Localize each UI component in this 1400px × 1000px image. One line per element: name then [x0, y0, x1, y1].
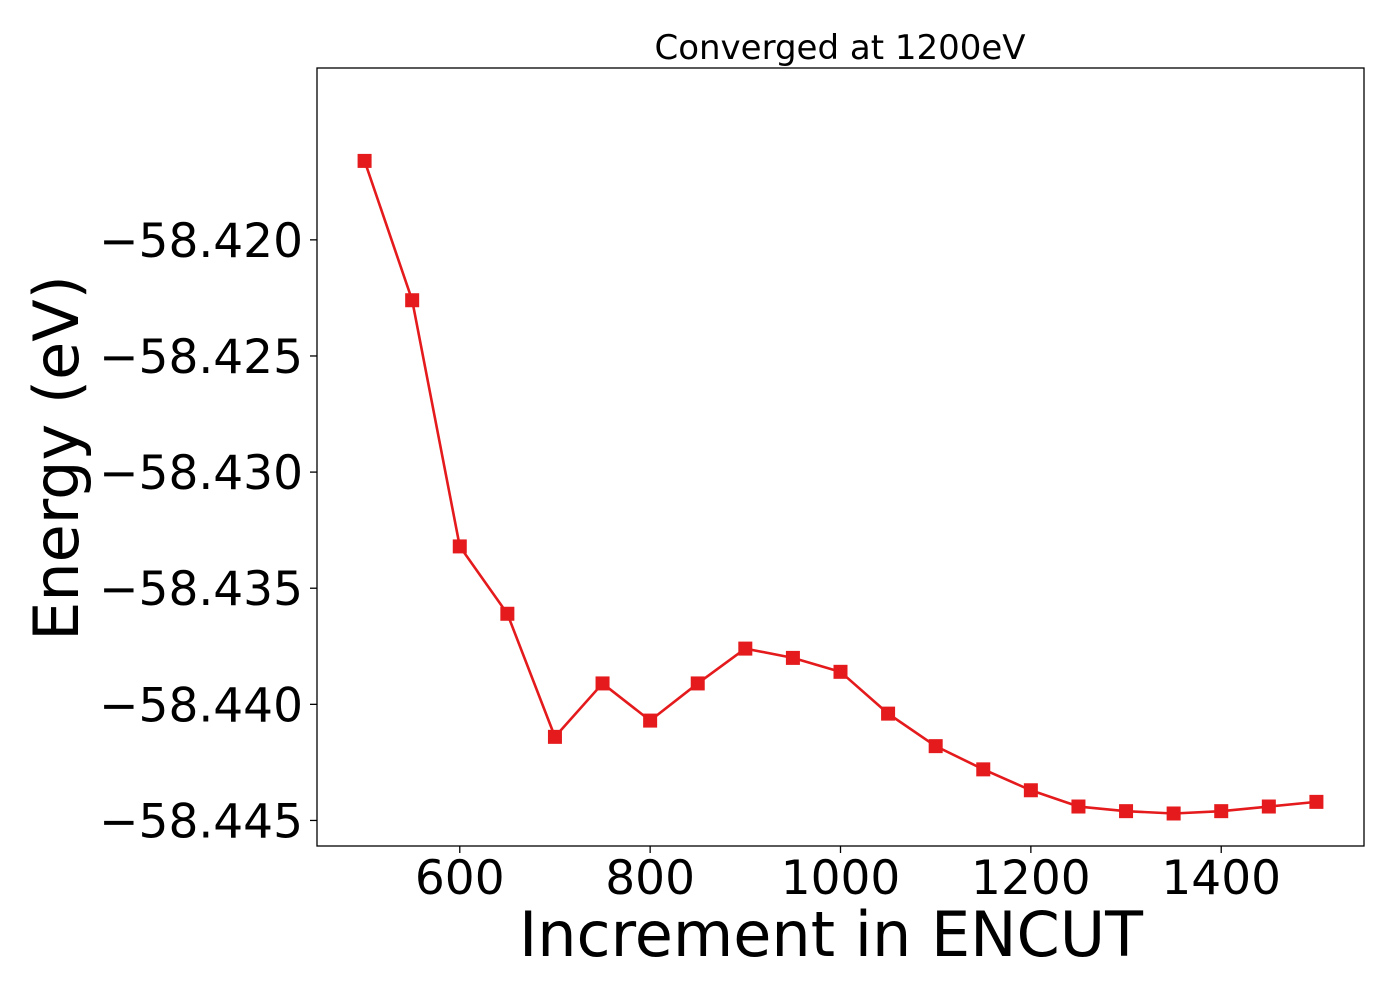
x-tick-label: 600	[415, 851, 505, 906]
data-point	[500, 606, 515, 621]
data-point	[785, 650, 800, 665]
x-tick-label: 1400	[1161, 851, 1281, 906]
x-axis: 600 800 1000 1200 1400	[415, 846, 1281, 906]
data-point	[1071, 799, 1086, 814]
y-tick-label: −58.445	[99, 794, 303, 849]
x-axis-label: Increment in ENCUT	[519, 898, 1144, 971]
y-tick-label: −58.420	[99, 214, 303, 269]
y-tick-label: −58.425	[99, 330, 303, 385]
data-point	[1119, 804, 1134, 819]
data-point	[881, 706, 896, 721]
y-tick-label: −58.440	[99, 678, 303, 733]
y-tick-label: −58.435	[99, 562, 303, 617]
data-point	[1023, 783, 1038, 798]
x-tick-label: 1200	[971, 851, 1091, 906]
y-tick-label: −58.430	[99, 446, 303, 501]
data-point	[547, 729, 562, 744]
y-axis-label: Energy (eV)	[20, 275, 93, 641]
plot-frame	[316, 67, 1365, 847]
data-point	[928, 739, 943, 754]
data-point	[405, 293, 420, 308]
data-point	[976, 762, 991, 777]
data-point	[833, 664, 848, 679]
data-point	[452, 539, 467, 554]
data-point	[1309, 794, 1324, 809]
data-point	[595, 676, 610, 691]
y-axis: −58.420 −58.425 −58.430 −58.435 −58.440 −58.4…	[99, 214, 317, 849]
data-point	[357, 153, 372, 168]
data-point	[1261, 799, 1276, 814]
x-tick-label: 800	[605, 851, 695, 906]
data-point	[738, 641, 753, 656]
x-tick-label: 1000	[781, 851, 901, 906]
series-layer	[357, 153, 1324, 821]
data-point	[1166, 806, 1181, 821]
data-point	[643, 713, 658, 728]
chart-title: Converged at 1200eV	[654, 28, 1025, 68]
data-point	[1214, 804, 1229, 819]
data-point	[690, 676, 705, 691]
